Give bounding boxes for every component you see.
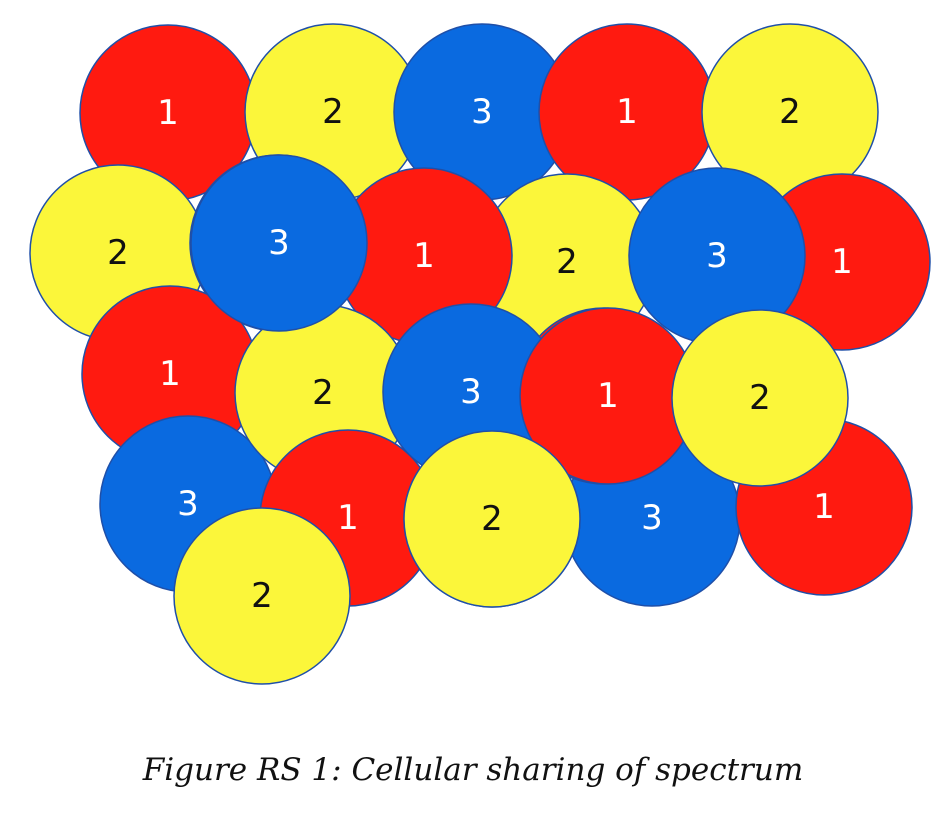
cell-label: 1	[831, 242, 853, 282]
cell-label: 2	[251, 576, 273, 616]
cell-channel-3: 3	[393, 23, 571, 201]
figure-caption: Figure RS 1: Cellular sharing of spectru…	[142, 752, 804, 788]
cell-label: 2	[779, 92, 801, 132]
cell-circle	[403, 430, 581, 608]
cell-label: 1	[157, 93, 179, 133]
cell-label: 3	[177, 484, 199, 524]
cell-label: 2	[312, 373, 334, 413]
cell-label: 1	[413, 236, 435, 276]
cell-label: 3	[706, 236, 728, 276]
cell-label: 2	[107, 233, 129, 273]
cell-channel-2: 2	[671, 309, 849, 487]
cell-label: 3	[268, 223, 290, 263]
cell-channel-2: 2	[173, 507, 351, 685]
cell-circle	[190, 154, 368, 332]
cell-label: 1	[337, 498, 359, 538]
cell-channel-3: 3	[190, 154, 368, 332]
cell-label: 2	[322, 92, 344, 132]
cell-label: 3	[641, 498, 663, 538]
cell-label: 1	[159, 354, 181, 394]
cell-channel-1: 1	[753, 173, 931, 351]
cell-circle	[173, 507, 351, 685]
cell-label: 1	[597, 376, 619, 416]
cell-label: 2	[556, 242, 578, 282]
cell-label: 1	[813, 487, 835, 527]
cell-channel-1: 1	[519, 307, 697, 485]
cell-coverage-diagram: 1231212323113213121323122	[29, 23, 931, 685]
cell-channel-2: 2	[403, 430, 581, 608]
cell-label: 2	[481, 499, 503, 539]
cell-circle	[671, 309, 849, 487]
cell-label: 3	[471, 92, 493, 132]
cell-label: 1	[616, 92, 638, 132]
cell-label: 2	[749, 378, 771, 418]
cell-label: 3	[460, 372, 482, 412]
